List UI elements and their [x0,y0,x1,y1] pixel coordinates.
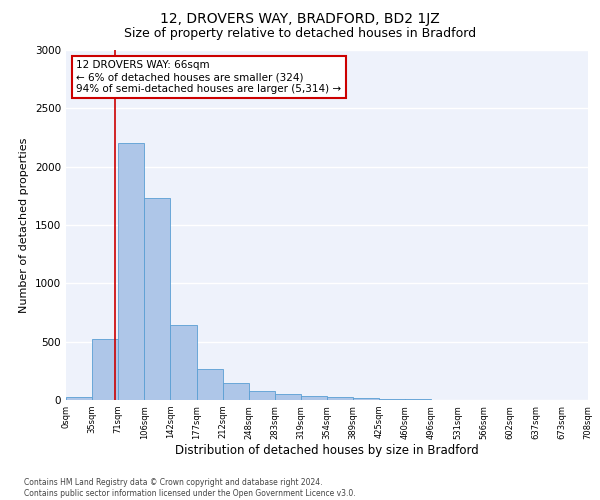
Bar [223,383,249,400]
X-axis label: Distribution of detached houses by size in Bradford: Distribution of detached houses by size … [175,444,479,458]
Bar [327,396,353,400]
Bar [170,326,197,400]
Bar [92,340,118,400]
Bar [118,144,145,400]
Text: 12 DROVERS WAY: 66sqm
← 6% of detached houses are smaller (324)
94% of semi-deta: 12 DROVERS WAY: 66sqm ← 6% of detached h… [76,60,341,94]
Bar [301,396,327,400]
Bar [197,368,223,400]
Text: Contains HM Land Registry data © Crown copyright and database right 2024.
Contai: Contains HM Land Registry data © Crown c… [24,478,356,498]
Text: Size of property relative to detached houses in Bradford: Size of property relative to detached ho… [124,28,476,40]
Bar [353,398,379,400]
Bar [379,399,406,400]
Bar [275,394,301,400]
Y-axis label: Number of detached properties: Number of detached properties [19,138,29,312]
Bar [66,396,92,400]
Bar [249,391,275,400]
Text: 12, DROVERS WAY, BRADFORD, BD2 1JZ: 12, DROVERS WAY, BRADFORD, BD2 1JZ [160,12,440,26]
Bar [145,198,170,400]
